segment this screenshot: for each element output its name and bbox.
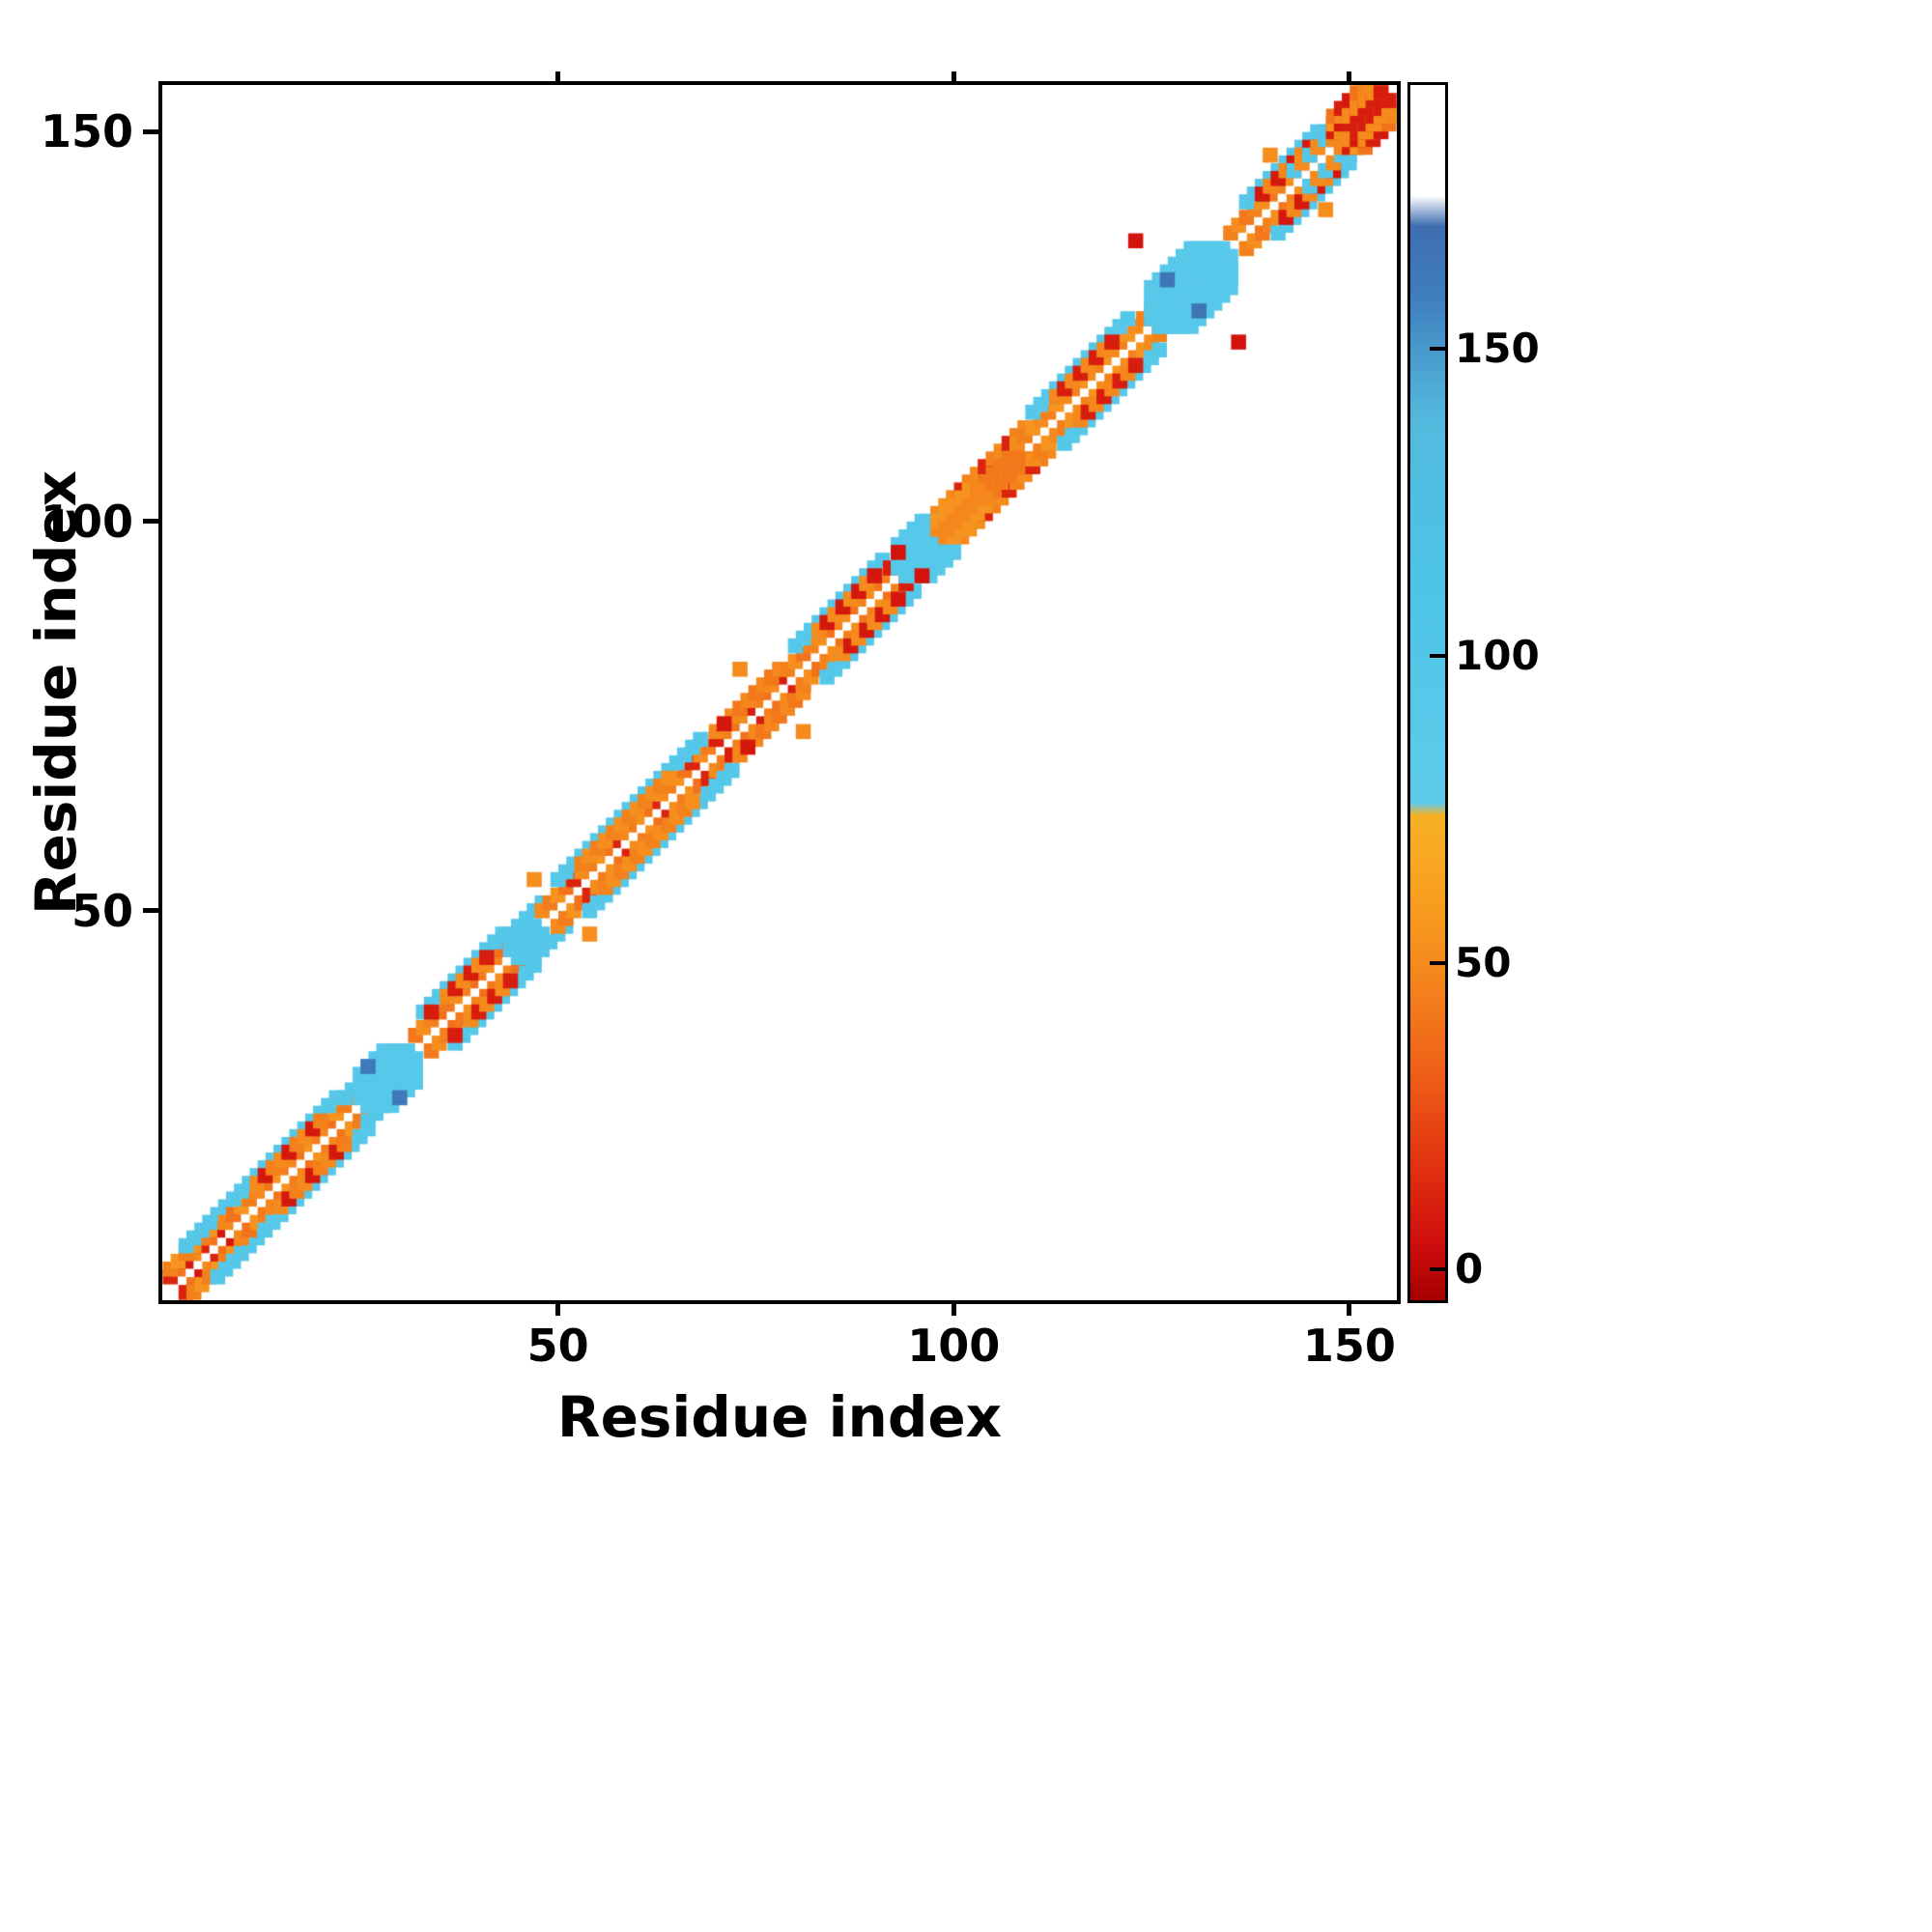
- colorbar-tick-mark: [1430, 347, 1445, 352]
- x-tick-mark: [1347, 1300, 1352, 1316]
- x-tick-mark: [555, 1300, 561, 1316]
- y-tick-label: 50: [71, 884, 133, 937]
- x-top-tick-mark: [555, 71, 561, 81]
- x-axis-label: Residue index: [556, 1384, 1003, 1450]
- y-tick-label: 100: [40, 495, 133, 548]
- y-tick-mark: [143, 519, 158, 525]
- colorbar-tick-label: 100: [1455, 631, 1540, 679]
- x-top-tick-mark: [951, 71, 956, 81]
- colorbar: [1407, 82, 1448, 1303]
- x-tick-label: 150: [1302, 1320, 1396, 1372]
- x-tick-mark: [951, 1300, 956, 1316]
- colorbar-tick-mark: [1430, 1267, 1445, 1272]
- y-tick-mark: [143, 128, 158, 134]
- plot-area: [158, 81, 1401, 1304]
- y-tick-label: 150: [40, 105, 133, 158]
- y-tick-mark: [143, 908, 158, 914]
- colorbar-tick-label: 150: [1455, 325, 1540, 373]
- x-top-tick-mark: [1347, 71, 1352, 81]
- x-tick-label: 100: [907, 1320, 1001, 1372]
- colorbar-tick-label: 0: [1455, 1245, 1484, 1293]
- contact-map-heatmap: [162, 85, 1397, 1300]
- colorbar-tick-label: 50: [1455, 938, 1512, 986]
- x-tick-label: 50: [526, 1320, 589, 1372]
- colorbar-tick-mark: [1430, 653, 1445, 658]
- colorbar-tick-mark: [1430, 960, 1445, 965]
